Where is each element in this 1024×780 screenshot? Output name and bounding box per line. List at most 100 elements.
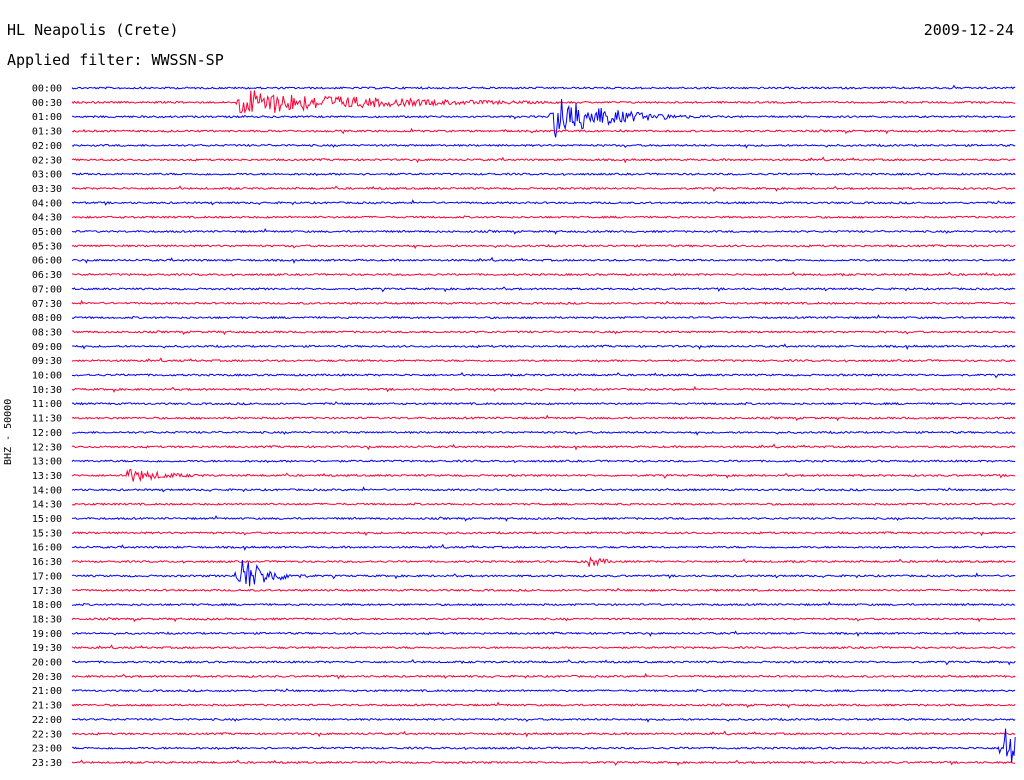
row-label-0630: 06:30 [32, 270, 62, 281]
trace-1930 [71, 644, 1016, 650]
row-label-0400: 04:00 [32, 198, 62, 209]
row-label-1530: 15:30 [32, 528, 62, 539]
trace-0530 [71, 243, 1016, 250]
trace-1800 [72, 601, 1016, 607]
trace-1230 [71, 443, 1016, 451]
trace-0600 [71, 256, 1016, 264]
trace-0130 [71, 127, 1016, 135]
filter-label: Applied filter: WWSSN-SP [7, 51, 224, 69]
row-label-2230: 22:30 [32, 729, 62, 740]
trace-0300 [71, 172, 1016, 177]
trace-1900 [71, 630, 1016, 637]
station-title: HL Neapolis (Crete) [7, 21, 179, 39]
row-label-1900: 19:00 [32, 629, 62, 640]
row-label-0930: 09:30 [32, 356, 62, 367]
record-date: 2009-12-24 [923, 21, 1014, 39]
trace-0730 [71, 299, 1016, 305]
row-label-0800: 08:00 [32, 313, 62, 324]
trace-2330 [71, 759, 1016, 766]
trace-1300 [71, 459, 1016, 464]
row-label-0330: 03:30 [32, 184, 62, 195]
trace-2200 [71, 717, 1016, 723]
row-label-0200: 02:00 [32, 141, 62, 152]
row-label-2000: 20:00 [32, 658, 62, 669]
row-label-2100: 21:00 [32, 686, 62, 697]
row-label-1200: 12:00 [32, 428, 62, 439]
row-label-1630: 16:30 [32, 557, 62, 568]
row-label-1300: 13:00 [32, 457, 62, 468]
trace-0230 [71, 156, 1016, 164]
trace-1630 [71, 556, 1016, 567]
row-label-1800: 18:00 [32, 600, 62, 611]
trace-1200 [71, 430, 1016, 436]
row-label-0900: 09:00 [32, 342, 62, 353]
row-label-1730: 17:30 [32, 586, 62, 597]
trace-0200 [71, 143, 1016, 149]
trace-1830 [71, 617, 1016, 623]
trace-0930 [71, 357, 1016, 363]
trace-1100 [71, 401, 1016, 406]
row-label-0600: 06:00 [32, 256, 62, 267]
row-label-1500: 15:00 [32, 514, 62, 525]
row-label-0230: 02:30 [32, 155, 62, 166]
row-label-1600: 16:00 [32, 543, 62, 554]
trace-1000 [71, 372, 1016, 379]
row-label-0130: 01:30 [32, 127, 62, 138]
row-label-1100: 11:00 [32, 399, 62, 410]
row-label-1230: 12:30 [32, 442, 62, 453]
row-label-1700: 17:00 [32, 571, 62, 582]
trace-1500 [71, 514, 1016, 522]
trace-2100 [71, 688, 1016, 693]
row-label-1330: 13:30 [32, 471, 62, 482]
row-label-0500: 05:00 [32, 227, 62, 238]
trace-0430 [71, 215, 1016, 219]
row-label-2300: 23:00 [32, 744, 62, 755]
trace-0800 [71, 314, 1016, 320]
row-label-2200: 22:00 [32, 715, 62, 726]
row-label-1930: 19:30 [32, 643, 62, 654]
row-label-1430: 14:30 [32, 500, 62, 511]
trace-0100 [71, 99, 1016, 138]
trace-1130 [71, 414, 1016, 422]
row-label-2030: 20:30 [32, 672, 62, 683]
trace-1600 [71, 543, 1016, 551]
trace-0500 [71, 227, 1016, 235]
trace-2030 [71, 672, 1016, 680]
trace-0630 [71, 271, 1016, 277]
trace-2230 [71, 730, 1016, 738]
trace-0700 [71, 286, 1016, 293]
trace-0900 [71, 343, 1016, 350]
row-label-0100: 01:00 [32, 112, 62, 123]
trace-2000 [71, 659, 1016, 666]
trace-1530 [71, 530, 1016, 537]
row-label-0700: 07:00 [32, 284, 62, 295]
row-label-2130: 21:30 [32, 701, 62, 712]
row-label-0000: 00:00 [32, 84, 62, 95]
row-label-0430: 04:30 [32, 213, 62, 224]
row-label-1030: 10:30 [32, 385, 62, 396]
trace-2130 [71, 701, 1016, 709]
row-label-1830: 18:30 [32, 614, 62, 625]
trace-0400 [71, 199, 1016, 206]
trace-1730 [71, 587, 1016, 592]
trace-1330 [71, 468, 1016, 483]
row-label-0830: 08:30 [32, 327, 62, 338]
row-label-0730: 07:30 [32, 299, 62, 310]
trace-0830 [71, 330, 1016, 336]
trace-0000 [71, 84, 1016, 90]
row-label-0530: 05:30 [32, 241, 62, 252]
trace-2300 [71, 728, 1016, 763]
trace-1030 [71, 385, 1016, 393]
trace-0030 [71, 90, 1016, 114]
trace-1430 [71, 502, 1016, 506]
row-label-1400: 14:00 [32, 485, 62, 496]
trace-1700 [71, 559, 1016, 587]
row-label-1130: 11:30 [32, 414, 62, 425]
trace-0330 [71, 185, 1016, 192]
row-label-0300: 03:00 [32, 170, 62, 181]
row-label-0030: 00:30 [32, 98, 62, 109]
row-label-1000: 10:00 [32, 371, 62, 382]
trace-1400 [71, 486, 1016, 493]
row-label-2330: 23:30 [32, 758, 62, 769]
